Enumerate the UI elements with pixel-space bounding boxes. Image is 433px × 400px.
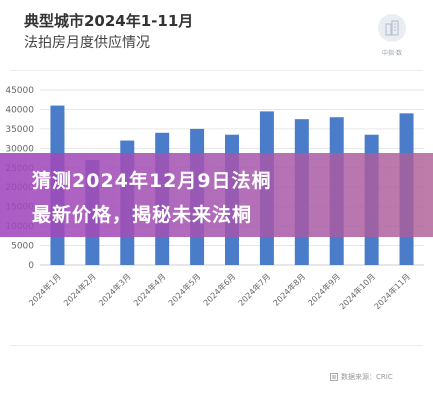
- x-tick-label: 2024年11月: [372, 271, 412, 311]
- x-tick-label: 2024年1月: [26, 271, 62, 307]
- y-tick-label: 0: [28, 261, 34, 271]
- x-tick-label: 2024年10月: [337, 271, 377, 311]
- y-tick-label: 30000: [5, 144, 34, 154]
- y-tick-label: 5000: [11, 242, 34, 252]
- brand-logo: 中指·数: [370, 14, 414, 70]
- x-tick-label: 2024年7月: [236, 271, 272, 307]
- y-tick-label: 40000: [5, 105, 34, 115]
- x-tick-label: 2024年6月: [201, 271, 237, 307]
- y-tick-label: 45000: [5, 86, 34, 96]
- overlay-banner: [0, 153, 433, 237]
- banner-headline-line2: 最新价格，揭秘未来法桐: [32, 204, 253, 226]
- x-tick-label: 2024年5月: [166, 271, 202, 307]
- x-tick-label: 2024年4月: [131, 271, 167, 307]
- y-tick-label: 35000: [5, 125, 34, 135]
- logo-caption: 中指·数: [382, 50, 402, 57]
- source-logo-icon: [330, 373, 338, 381]
- x-tick-label: 2024年9月: [306, 271, 342, 307]
- source-text: 数据来源：CRIC: [341, 373, 393, 381]
- chart-title-line2: 法拍房月度供应情况: [24, 35, 150, 51]
- x-tick-label: 2024年8月: [271, 271, 307, 307]
- source-note: 数据来源：CRIC: [330, 372, 393, 382]
- x-tick-label: 2024年3月: [96, 271, 132, 307]
- chart-title-line1: 典型城市2024年1-11月: [24, 12, 194, 30]
- footer-divider: [10, 345, 423, 346]
- banner-headline-line1: 猜测2024年12月9日法桐: [32, 170, 272, 192]
- x-tick-label: 2024年2月: [61, 271, 97, 307]
- header-divider: [10, 70, 423, 71]
- building-icon: [378, 14, 406, 42]
